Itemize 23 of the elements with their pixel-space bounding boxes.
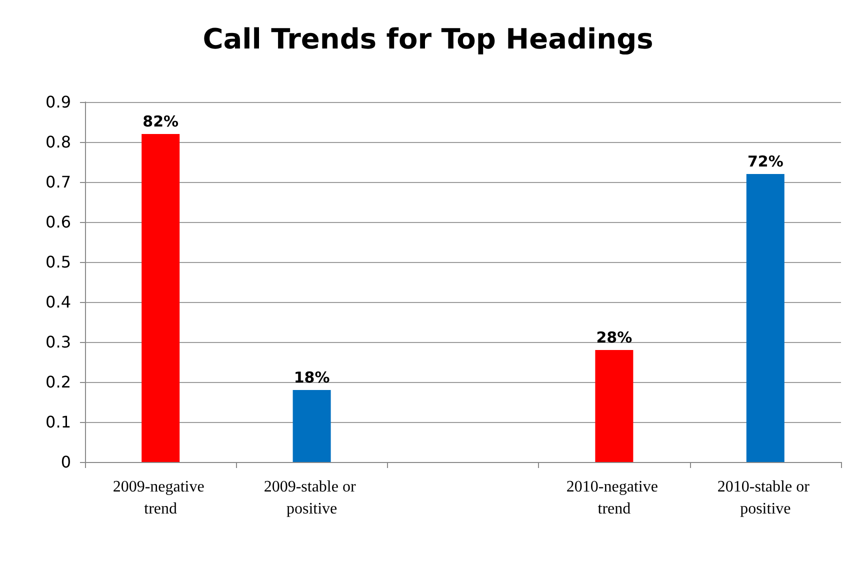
x-tick-label: 2009-stable or positive xyxy=(264,478,360,518)
data-label: 18% xyxy=(294,368,330,386)
y-tick-label: 0.6 xyxy=(46,212,71,232)
data-label: 72% xyxy=(747,152,784,170)
y-tick-label: 0.4 xyxy=(46,292,71,312)
y-tick-label: 0.1 xyxy=(46,412,71,432)
bar xyxy=(595,350,634,462)
y-tick-label: 0 xyxy=(60,452,71,472)
data-label: 82% xyxy=(142,112,179,130)
y-tick-label: 0.8 xyxy=(46,132,71,152)
x-tick-label: 2010-negative trend xyxy=(566,478,662,518)
y-tick-label: 0.7 xyxy=(46,172,71,192)
bar xyxy=(292,390,331,462)
x-tick-label: 2009-negative trend xyxy=(112,478,208,518)
x-tick-label: 2010-stable or positive xyxy=(717,478,814,518)
y-tick-label: 0.3 xyxy=(46,332,71,352)
y-tick-label: 0.9 xyxy=(46,92,71,112)
bar xyxy=(142,134,180,462)
y-tick-label: 0.2 xyxy=(46,372,71,392)
bar xyxy=(746,174,784,462)
data-label: 28% xyxy=(596,328,632,346)
y-tick-label: 0.5 xyxy=(46,252,71,272)
chart-title: Call Trends for Top Headings xyxy=(202,22,654,56)
